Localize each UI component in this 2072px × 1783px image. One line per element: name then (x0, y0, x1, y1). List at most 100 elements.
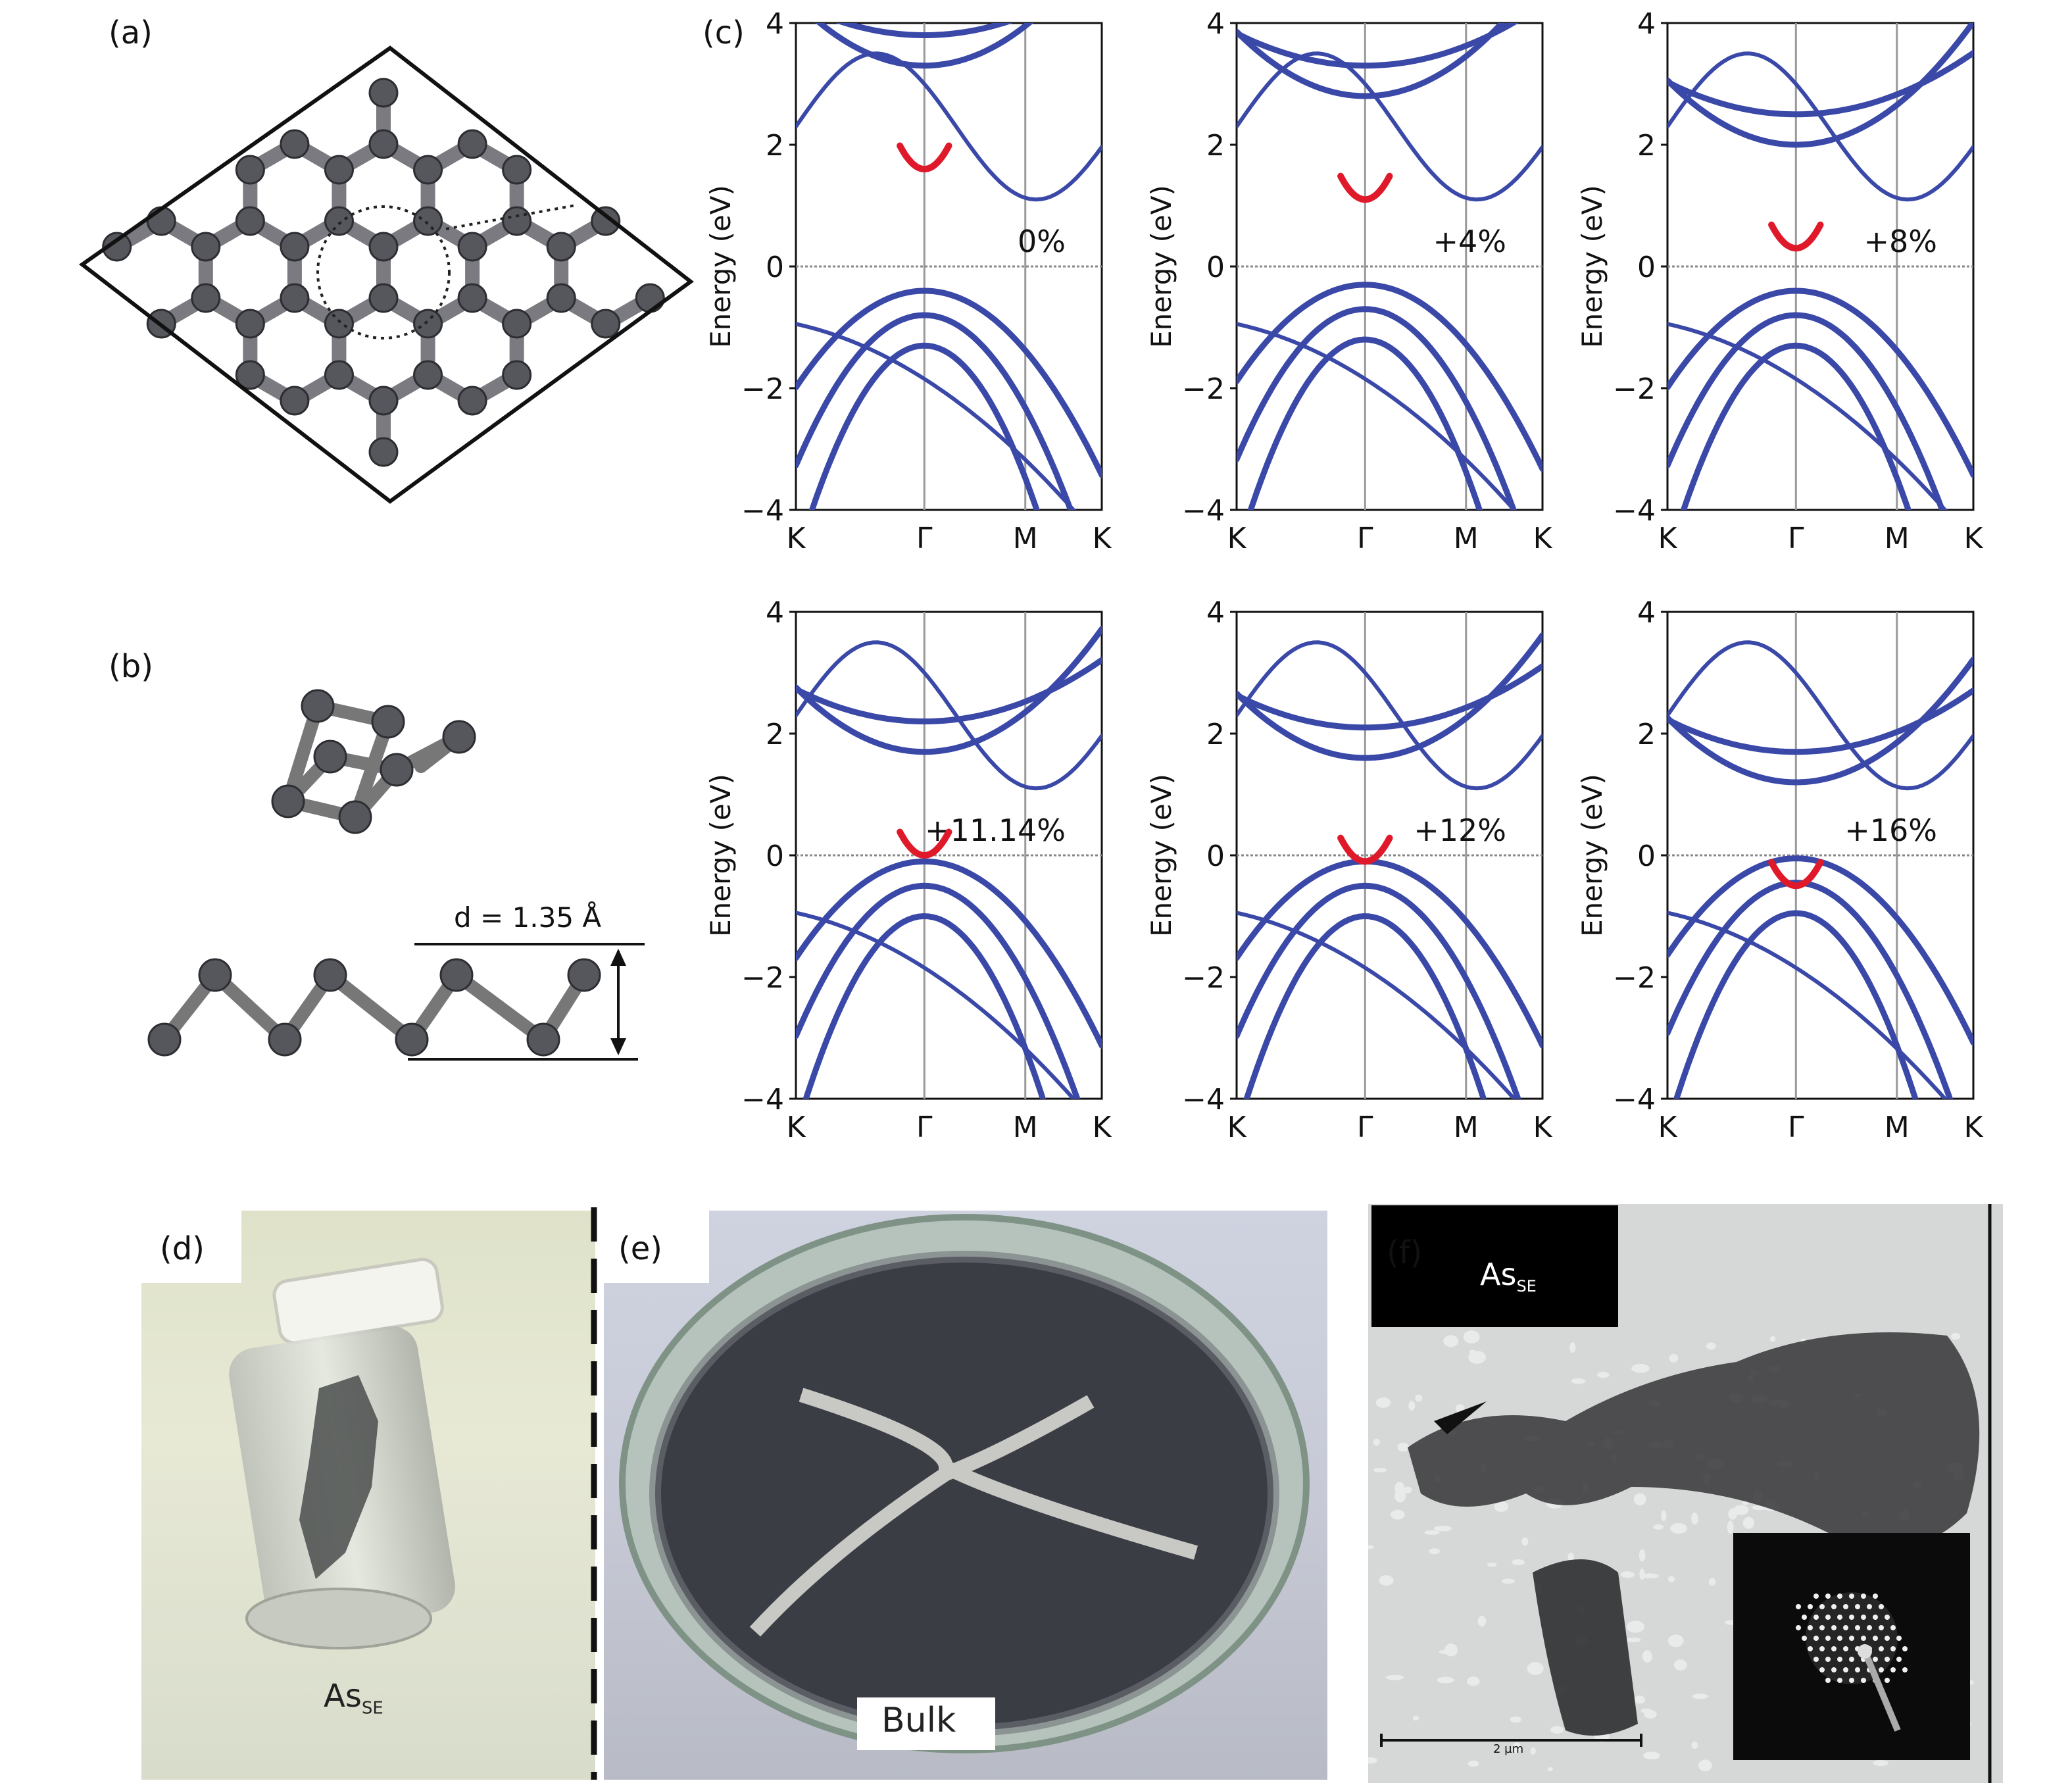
valence-band (1237, 858, 1542, 1049)
diffraction-spot (1855, 1625, 1860, 1630)
lattice-atom (635, 283, 665, 313)
diffraction-spot (1831, 1646, 1837, 1651)
x-tick-label: M (1454, 522, 1479, 555)
conduction-band (1667, 656, 1973, 786)
valence-band (1237, 911, 1517, 1099)
conduction-band (1667, 23, 1973, 148)
conduction-band (1237, 663, 1542, 731)
valence-band (1680, 342, 1912, 510)
diffraction-spot (1902, 1646, 1908, 1651)
valence-band (1667, 322, 1948, 510)
dashed-separator (591, 1207, 597, 1780)
x-tick-label: K (1093, 522, 1112, 555)
lattice-atom (280, 283, 310, 313)
diffraction-spot (1890, 1667, 1896, 1672)
x-tick-label: M (1013, 522, 1038, 555)
y-axis-label: Energy (eV) (704, 185, 737, 348)
valence-band (1243, 913, 1487, 1099)
label-box-d (141, 1211, 241, 1283)
diffraction-spot (1849, 1615, 1854, 1620)
lattice-atom (368, 232, 399, 262)
y-tick-label: −2 (741, 961, 784, 995)
lattice-atom (502, 206, 532, 236)
y-tick-label: −2 (1613, 372, 1656, 406)
strain-annotation: +8% (1863, 224, 1937, 259)
diffraction-spot (1802, 1615, 1807, 1620)
lattice-atom (368, 78, 399, 108)
diffraction-spot (1831, 1604, 1837, 1609)
lattice-atom (102, 232, 132, 262)
lattice-atom (546, 283, 576, 313)
lattice-atom (146, 206, 176, 236)
x-tick-label: Γ (1788, 522, 1804, 555)
diffraction-spot (1896, 1636, 1902, 1641)
conduction-band (1237, 23, 1519, 69)
valence-band (1237, 882, 1521, 1099)
y-tick-label: −4 (1613, 494, 1656, 528)
diffraction-spot (1843, 1625, 1848, 1630)
valence-band (1237, 282, 1542, 472)
x-tick-label: K (1964, 1111, 1984, 1144)
y-tick-label: 4 (1206, 7, 1225, 41)
diffraction-spot (1849, 1657, 1854, 1662)
diffraction-spot (1819, 1625, 1825, 1630)
interlayer-distance-label: d = 1.35 Å (454, 901, 602, 934)
diffraction-spot (1885, 1678, 1890, 1683)
lattice-atom (324, 360, 354, 390)
diffraction-spot (1819, 1667, 1825, 1672)
diffraction-spot (1808, 1646, 1813, 1651)
lattice-atom (191, 232, 221, 262)
lattice-atom (413, 155, 443, 185)
diffraction-spot (1861, 1678, 1866, 1683)
valence-band (796, 322, 1076, 510)
lattice-atom (413, 309, 443, 339)
lattice-atom (457, 232, 487, 262)
diffraction-spot (1885, 1657, 1890, 1662)
diffraction-spot (1843, 1604, 1848, 1609)
x-tick-label: M (1885, 522, 1910, 555)
conduction-band (796, 640, 1102, 791)
diffraction-spot (1808, 1604, 1813, 1609)
lattice-atom (235, 360, 265, 390)
diffraction-spot (1808, 1625, 1813, 1630)
diffraction-spot (1825, 1657, 1831, 1662)
diffraction-spot (1849, 1594, 1854, 1599)
diffraction-inset (1733, 1533, 1970, 1760)
unit-cell-border (78, 45, 694, 504)
petri-dish-photo (604, 1211, 1327, 1780)
diffraction-spot (1873, 1636, 1878, 1641)
diffraction-spot (1879, 1667, 1884, 1672)
y-tick-label: 2 (1206, 129, 1225, 163)
diffraction-spot (1861, 1636, 1866, 1641)
y-tick-label: −2 (741, 372, 784, 406)
lattice-atom (546, 232, 576, 262)
y-tick-label: 4 (766, 596, 784, 630)
highlighted-band (897, 828, 952, 859)
diffraction-spot (1825, 1594, 1831, 1599)
y-axis-label: Energy (eV) (1576, 185, 1608, 348)
highlighted-band (1768, 221, 1824, 252)
diffraction-spot (1825, 1678, 1831, 1683)
lattice-atom (413, 360, 443, 390)
lattice-atom (280, 232, 310, 262)
valence-band (1237, 306, 1517, 510)
diffraction-spot (1885, 1615, 1890, 1620)
y-tick-label: −4 (1182, 1083, 1225, 1117)
diffraction-spot (1873, 1594, 1878, 1599)
diffraction-spot (1819, 1604, 1825, 1609)
diffraction-spot (1837, 1615, 1842, 1620)
panel-label-d: (d) (160, 1230, 205, 1267)
conduction-band (796, 626, 1102, 755)
lattice-atom (280, 129, 310, 159)
lattice-atom (591, 206, 621, 236)
lattice-atom (235, 155, 265, 185)
y-tick-label: 0 (1637, 251, 1656, 284)
lattice-atom (502, 360, 532, 390)
conduction-band (835, 23, 1013, 38)
diffraction-spot (1837, 1678, 1842, 1683)
conduction-band (796, 657, 1102, 724)
lattice-atom (457, 386, 487, 416)
